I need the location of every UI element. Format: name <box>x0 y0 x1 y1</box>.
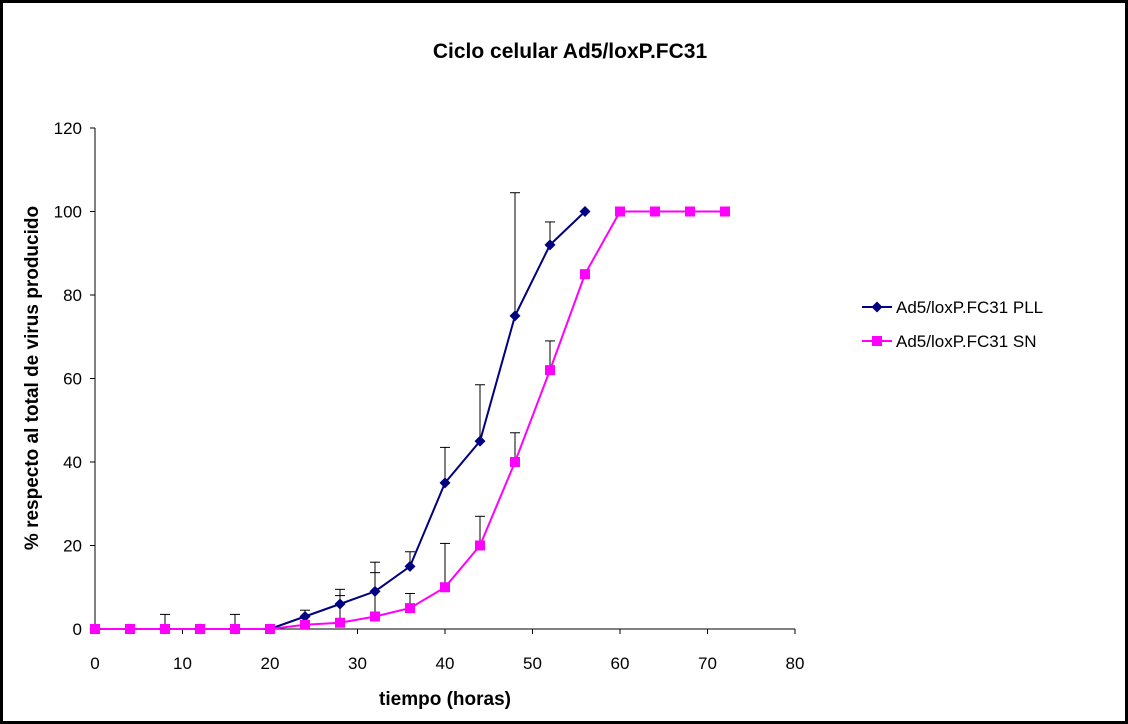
x-tick-label: 70 <box>698 654 717 673</box>
data-point-sn <box>510 457 520 467</box>
data-point-sn <box>650 206 660 217</box>
data-point-pll <box>544 239 556 251</box>
legend-item-pll: Ad5/loxP.FC31 PLL <box>862 298 1043 317</box>
data-point-sn <box>685 206 695 217</box>
data-point-sn <box>160 624 170 634</box>
y-ticks: 0 20 40 60 80 100 120 <box>54 119 95 639</box>
data-point-pll <box>334 598 346 610</box>
y-tick-label: 100 <box>54 203 82 222</box>
data-point-pll <box>404 560 416 572</box>
data-point-sn <box>405 603 415 614</box>
x-tick-label: 40 <box>436 654 455 673</box>
error-bars <box>160 192 555 629</box>
data-point-sn <box>545 365 555 376</box>
x-tick-label: 60 <box>611 654 630 673</box>
data-point-sn <box>720 206 730 217</box>
y-tick-label: 40 <box>63 453 82 472</box>
data-point-sn <box>195 624 205 634</box>
data-point-sn <box>90 624 100 634</box>
y-tick-label: 60 <box>63 370 82 389</box>
y-axis-label: % respecto al total de virus producido <box>22 206 43 550</box>
x-ticks: 0 10 20 30 40 50 60 70 80 <box>90 629 804 673</box>
legend-label-sn: Ad5/loxP.FC31 SN <box>896 332 1036 351</box>
y-tick-label: 120 <box>54 119 82 138</box>
data-point-sn <box>300 619 310 630</box>
legend-marker-sn <box>872 336 882 346</box>
data-point-sn <box>230 624 240 634</box>
x-tick-label: 20 <box>261 654 280 673</box>
data-point-pll <box>299 610 311 622</box>
y-tick-label: 80 <box>63 286 82 305</box>
legend-marker-pll <box>871 301 883 313</box>
legend-label-pll: Ad5/loxP.FC31 PLL <box>896 298 1043 317</box>
axes: 0 20 40 60 80 100 120 0 10 20 30 40 50 60 70 80 <box>54 119 805 673</box>
series-line-pll <box>95 210 586 630</box>
data-point-pll <box>439 477 451 489</box>
data-point-sn <box>440 582 450 593</box>
data-point-pll <box>474 435 486 447</box>
x-tick-label: 80 <box>786 654 805 673</box>
data-point-sn <box>370 611 380 622</box>
legend: Ad5/loxP.FC31 PLL Ad5/loxP.FC31 SN <box>862 298 1043 351</box>
y-tick-label: 0 <box>73 620 82 639</box>
y-tick-label: 20 <box>63 537 82 556</box>
data-point-sn <box>615 206 625 217</box>
x-axis-label: tiempo (horas) <box>379 689 511 710</box>
data-point-pll <box>579 206 591 217</box>
x-tick-label: 10 <box>173 654 192 673</box>
data-point-sn <box>125 624 135 634</box>
x-tick-label: 50 <box>523 654 542 673</box>
x-tick-label: 0 <box>90 654 99 673</box>
data-point-pll <box>509 310 521 322</box>
series-markers <box>89 206 730 635</box>
x-tick-label: 30 <box>348 654 367 673</box>
legend-item-sn: Ad5/loxP.FC31 SN <box>862 332 1036 351</box>
data-point-sn <box>475 540 485 551</box>
data-point-pll <box>369 585 381 597</box>
data-point-sn <box>265 624 275 634</box>
data-point-sn <box>335 617 345 628</box>
data-point-sn <box>580 269 590 280</box>
chart-title: Ciclo celular Ad5/loxP.FC31 <box>433 40 708 63</box>
